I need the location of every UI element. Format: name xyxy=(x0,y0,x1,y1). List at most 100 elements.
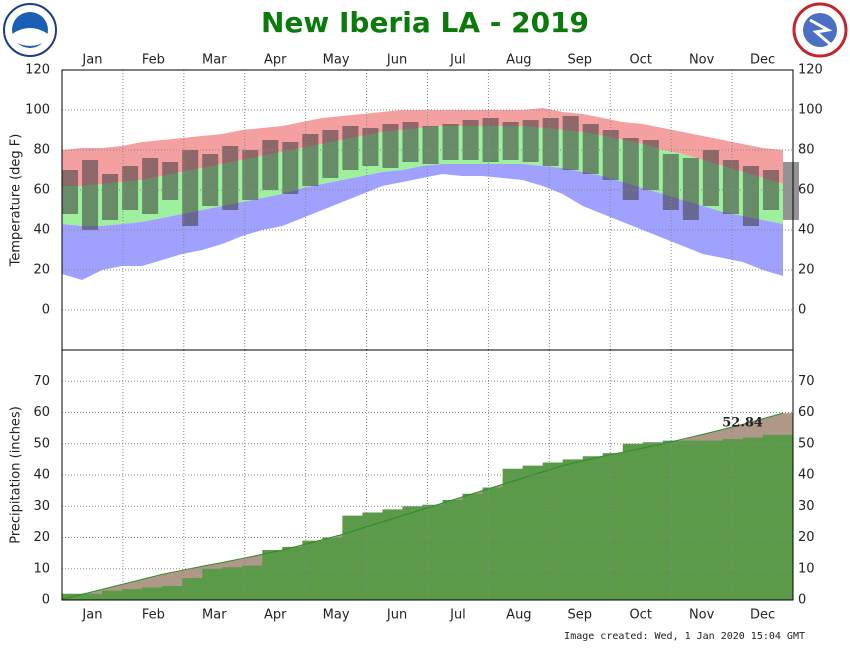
actual-temp-bar xyxy=(162,162,179,200)
x-tick-label: Mar xyxy=(202,608,227,623)
actual-temp-bar xyxy=(302,134,319,186)
actual-temp-bar xyxy=(522,120,539,162)
y-tick-label: 70 xyxy=(33,374,50,389)
x-tick-label: Apr xyxy=(264,608,287,623)
y-tick-label: 40 xyxy=(33,468,50,483)
actual-temp-bar xyxy=(402,122,419,162)
actual-temp-bar xyxy=(482,118,499,162)
actual-temp-bar xyxy=(202,154,219,206)
y-tick-label: 80 xyxy=(798,143,815,158)
x-tick-label: Nov xyxy=(689,608,715,623)
actual-temp-bar xyxy=(682,158,699,220)
actual-temp-bar xyxy=(462,120,479,160)
y-tick-label: 100 xyxy=(25,103,50,118)
actual-temp-bar xyxy=(262,140,279,190)
actual-temp-bar xyxy=(122,166,139,210)
y-tick-label: 60 xyxy=(33,405,50,420)
actual-temp-bar xyxy=(182,150,199,226)
y-tick-label: 100 xyxy=(798,103,823,118)
actual-temp-bar xyxy=(702,150,719,206)
y-tick-label: 80 xyxy=(33,143,50,158)
actual-temp-bar xyxy=(102,174,119,220)
actual-temp-bar xyxy=(562,116,579,170)
actual-temp-bar xyxy=(282,142,299,194)
chart-title: New Iberia LA - 2019 xyxy=(261,6,589,39)
y-tick-label: 60 xyxy=(798,405,815,420)
actual-temp-bar xyxy=(542,118,559,166)
actual-temp-bar xyxy=(82,160,99,230)
record-high-area xyxy=(62,108,783,186)
record-low-area xyxy=(62,164,783,280)
y-tick-label: 0 xyxy=(42,303,50,318)
actual-temp-bar xyxy=(782,162,800,220)
actual-temp-bar xyxy=(222,146,239,210)
y-tick-label: 30 xyxy=(798,499,815,514)
y-tick-label: 20 xyxy=(798,530,815,545)
y-tick-label: 40 xyxy=(798,468,815,483)
actual-temp-bar xyxy=(62,170,79,214)
actual-temp-bar xyxy=(422,126,439,164)
actual-temp-bar xyxy=(362,128,379,166)
y-tick-label: 20 xyxy=(33,530,50,545)
noaa-logo xyxy=(3,3,57,57)
y-axis-title: Temperature (deg F) xyxy=(9,134,24,268)
y-tick-label: 0 xyxy=(798,593,806,608)
x-tick-label: Jan xyxy=(81,608,102,623)
x-tick-label: Jul xyxy=(449,608,466,623)
x-tick-label: Jul xyxy=(449,53,466,68)
y-tick-label: 40 xyxy=(33,223,50,238)
y-tick-label: 120 xyxy=(798,63,823,78)
footer: Image created: Wed, 1 Jan 2020 15:04 GMT xyxy=(564,631,805,642)
x-tick-label: Jun xyxy=(386,53,407,68)
actual-temp-bar xyxy=(602,130,619,180)
y-tick-label: 60 xyxy=(33,183,50,198)
x-tick-label: Aug xyxy=(506,608,531,623)
x-tick-label: Dec xyxy=(750,608,775,623)
y-tick-label: 0 xyxy=(798,303,806,318)
y-tick-label: 20 xyxy=(798,263,815,278)
y-tick-label: 20 xyxy=(33,263,50,278)
y-axis-title: Precipitation (inches) xyxy=(9,406,24,544)
y-tick-label: 0 xyxy=(42,593,50,608)
y-tick-label: 60 xyxy=(798,183,815,198)
value-label: 52.84 xyxy=(722,415,763,430)
actual-temp-bar xyxy=(342,126,359,170)
x-tick-label: May xyxy=(323,53,350,68)
x-tick-label: Oct xyxy=(629,608,651,623)
actual-temp-bar xyxy=(502,122,519,160)
y-tick-label: 40 xyxy=(798,223,815,238)
actual-temp-bar xyxy=(142,158,159,214)
y-tick-label: 30 xyxy=(33,499,50,514)
actual-temp-bar xyxy=(442,124,459,160)
y-tick-label: 120 xyxy=(25,63,50,78)
x-tick-label: Oct xyxy=(629,53,651,68)
actual-temp-bar xyxy=(582,124,599,174)
y-tick-label: 10 xyxy=(798,561,815,576)
actual-temp-bar xyxy=(722,160,739,214)
y-tick-label: 10 xyxy=(33,561,50,576)
x-tick-label: Apr xyxy=(264,53,287,68)
actual-temp-bar xyxy=(242,150,259,200)
plot-frame xyxy=(61,69,794,601)
actual-temp-bar xyxy=(382,124,399,168)
x-tick-label: Jan xyxy=(81,53,102,68)
actual-temp-bar xyxy=(322,130,339,178)
actual-temp-bar xyxy=(742,166,759,226)
x-tick-label: Feb xyxy=(142,608,165,623)
x-tick-label: Sep xyxy=(568,53,593,68)
x-tick-label: Jun xyxy=(386,608,407,623)
y-tick-label: 70 xyxy=(798,374,815,389)
x-tick-label: Feb xyxy=(142,53,165,68)
x-tick-label: Sep xyxy=(568,608,593,623)
x-tick-label: Nov xyxy=(689,53,715,68)
x-tick-label: Mar xyxy=(202,53,227,68)
actual-temp-bar xyxy=(642,140,659,190)
y-tick-label: 50 xyxy=(33,436,50,451)
nws-logo xyxy=(792,2,848,58)
actual-temp-bar xyxy=(622,138,639,200)
x-tick-label: Aug xyxy=(506,53,531,68)
x-tick-label: May xyxy=(323,608,350,623)
x-tick-label: Dec xyxy=(750,53,775,68)
y-tick-label: 50 xyxy=(798,436,815,451)
